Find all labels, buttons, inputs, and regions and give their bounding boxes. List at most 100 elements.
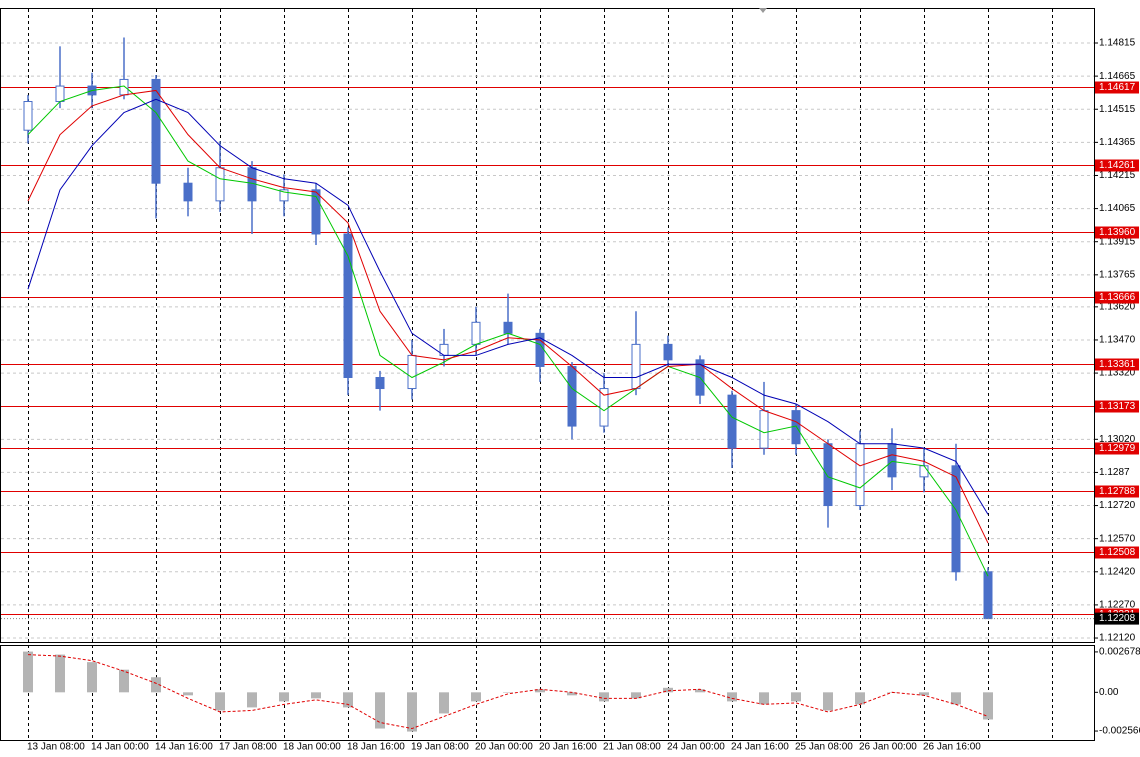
candle-body xyxy=(631,343,641,390)
x-tick-label: 24 Jan 00:00 xyxy=(667,742,725,753)
y-tick-label: 1.13620 xyxy=(1099,301,1136,312)
y-tick-label: 1.14365 xyxy=(1099,137,1136,148)
macd-bar xyxy=(663,687,673,693)
x-tick-label: 25 Jan 08:00 xyxy=(795,742,853,753)
level-label-box xyxy=(1095,400,1139,413)
level-label-box xyxy=(1095,546,1139,559)
macd-bar xyxy=(279,692,289,702)
x-tick-label: 21 Jan 08:00 xyxy=(603,742,661,753)
macd-bar xyxy=(567,692,577,696)
macd-bar xyxy=(535,689,545,693)
macd-bar xyxy=(343,692,353,708)
candle-body xyxy=(183,182,193,202)
y-tick-label: 1.13765 xyxy=(1099,269,1136,280)
x-tick-label: 14 Jan 00:00 xyxy=(91,742,149,753)
y-tick-label: -0.002566 xyxy=(1099,726,1140,737)
macd-bar xyxy=(247,692,257,708)
macd-bar xyxy=(919,692,929,696)
candle-body xyxy=(151,78,161,184)
candle-body xyxy=(279,189,289,202)
candle-body xyxy=(855,443,865,507)
plot-area xyxy=(1,37,1094,732)
x-tick-label: 13 Jan 08:00 xyxy=(27,742,85,753)
level-label: 1.12508 xyxy=(1099,547,1136,558)
macd-bar xyxy=(183,692,193,696)
y-tick-label: 1.14065 xyxy=(1099,203,1136,214)
x-tick-label: 17 Jan 08:00 xyxy=(219,742,277,753)
macd-bar xyxy=(951,692,961,705)
candle-body xyxy=(919,465,929,478)
level-label: 1.13960 xyxy=(1099,227,1136,238)
macd-bar xyxy=(55,654,65,693)
macd-bar xyxy=(759,692,769,705)
level-label: 1.14261 xyxy=(1099,160,1136,171)
level-label-box xyxy=(1095,159,1139,172)
macd-bar xyxy=(599,692,609,702)
candle-body xyxy=(119,78,129,96)
level-label-box xyxy=(1095,291,1139,304)
macd-bar xyxy=(311,692,321,699)
level-label: 1.14617 xyxy=(1099,82,1136,93)
candle-body xyxy=(727,394,737,449)
y-tick-label: 1.12270 xyxy=(1099,600,1136,611)
x-tick-label: 20 Jan 00:00 xyxy=(475,742,533,753)
x-tick-label: 24 Jan 16:00 xyxy=(731,742,789,753)
macd-bar xyxy=(23,651,33,693)
candle-body xyxy=(823,443,833,507)
macd-bar xyxy=(87,662,97,693)
macd-bar xyxy=(695,689,705,693)
moving-average xyxy=(27,98,989,515)
y-tick-label: 1.13320 xyxy=(1099,368,1136,379)
candle-body xyxy=(55,85,65,103)
moving-average xyxy=(27,89,989,544)
y-tick-label: 0.002678 xyxy=(1099,647,1140,658)
macd-bar xyxy=(407,692,417,732)
x-tick-label: 20 Jan 16:00 xyxy=(539,742,597,753)
candle-body xyxy=(663,343,673,361)
y-tick-label: 1.13915 xyxy=(1099,236,1136,247)
y-tick-label: 1.14215 xyxy=(1099,170,1136,181)
level-label: 1.12979 xyxy=(1099,443,1136,454)
level-label: 1.13666 xyxy=(1099,292,1136,303)
axis-area: 1.14815 1.14665 1.14515 1.14365 1.14215 1.140… xyxy=(27,38,1140,753)
y-tick-label: 1.12120 xyxy=(1099,633,1136,644)
y-tick-label: 1.14815 xyxy=(1099,38,1136,49)
signal-line xyxy=(27,654,989,730)
y-tick-label: 1.12570 xyxy=(1099,533,1136,544)
x-tick-label: 14 Jan 16:00 xyxy=(155,742,213,753)
x-tick-label: 19 Jan 08:00 xyxy=(411,742,469,753)
level-label: 1.13173 xyxy=(1099,401,1136,412)
grid xyxy=(1,9,1094,741)
macd-bar xyxy=(823,692,833,711)
macd-bar xyxy=(215,692,225,711)
level-label-box xyxy=(1095,226,1139,239)
candle-body xyxy=(567,365,577,427)
level-label: 1.12788 xyxy=(1099,486,1136,497)
candle-body xyxy=(503,321,513,334)
y-tick-label: 0.00 xyxy=(1099,687,1119,698)
macd-bar xyxy=(119,669,129,693)
level-label: 1.13361 xyxy=(1099,359,1136,370)
y-tick-label: 1.13020 xyxy=(1099,434,1136,445)
y-tick-label: 1.1287 xyxy=(1099,467,1130,478)
macd-bar xyxy=(727,692,737,702)
candle-body xyxy=(759,410,769,449)
current-price-label: 1.12208 xyxy=(1099,613,1136,624)
y-tick-label: 1.12420 xyxy=(1099,566,1136,577)
candle-body xyxy=(407,354,417,390)
macd-bar xyxy=(375,692,385,729)
level-label-box xyxy=(1095,358,1139,371)
macd-pane-border xyxy=(0,645,1095,741)
x-tick-label: 26 Jan 16:00 xyxy=(923,742,981,753)
candle-body xyxy=(983,571,993,620)
macd-bar xyxy=(503,692,513,693)
macd-bar xyxy=(631,692,641,699)
x-tick-label: 26 Jan 00:00 xyxy=(859,742,917,753)
level-label-box xyxy=(1095,81,1139,94)
macd-bar xyxy=(471,692,481,702)
x-tick-label: 18 Jan 16:00 xyxy=(347,742,405,753)
y-tick-label: 1.14665 xyxy=(1099,71,1136,82)
macd-bar xyxy=(855,692,865,705)
